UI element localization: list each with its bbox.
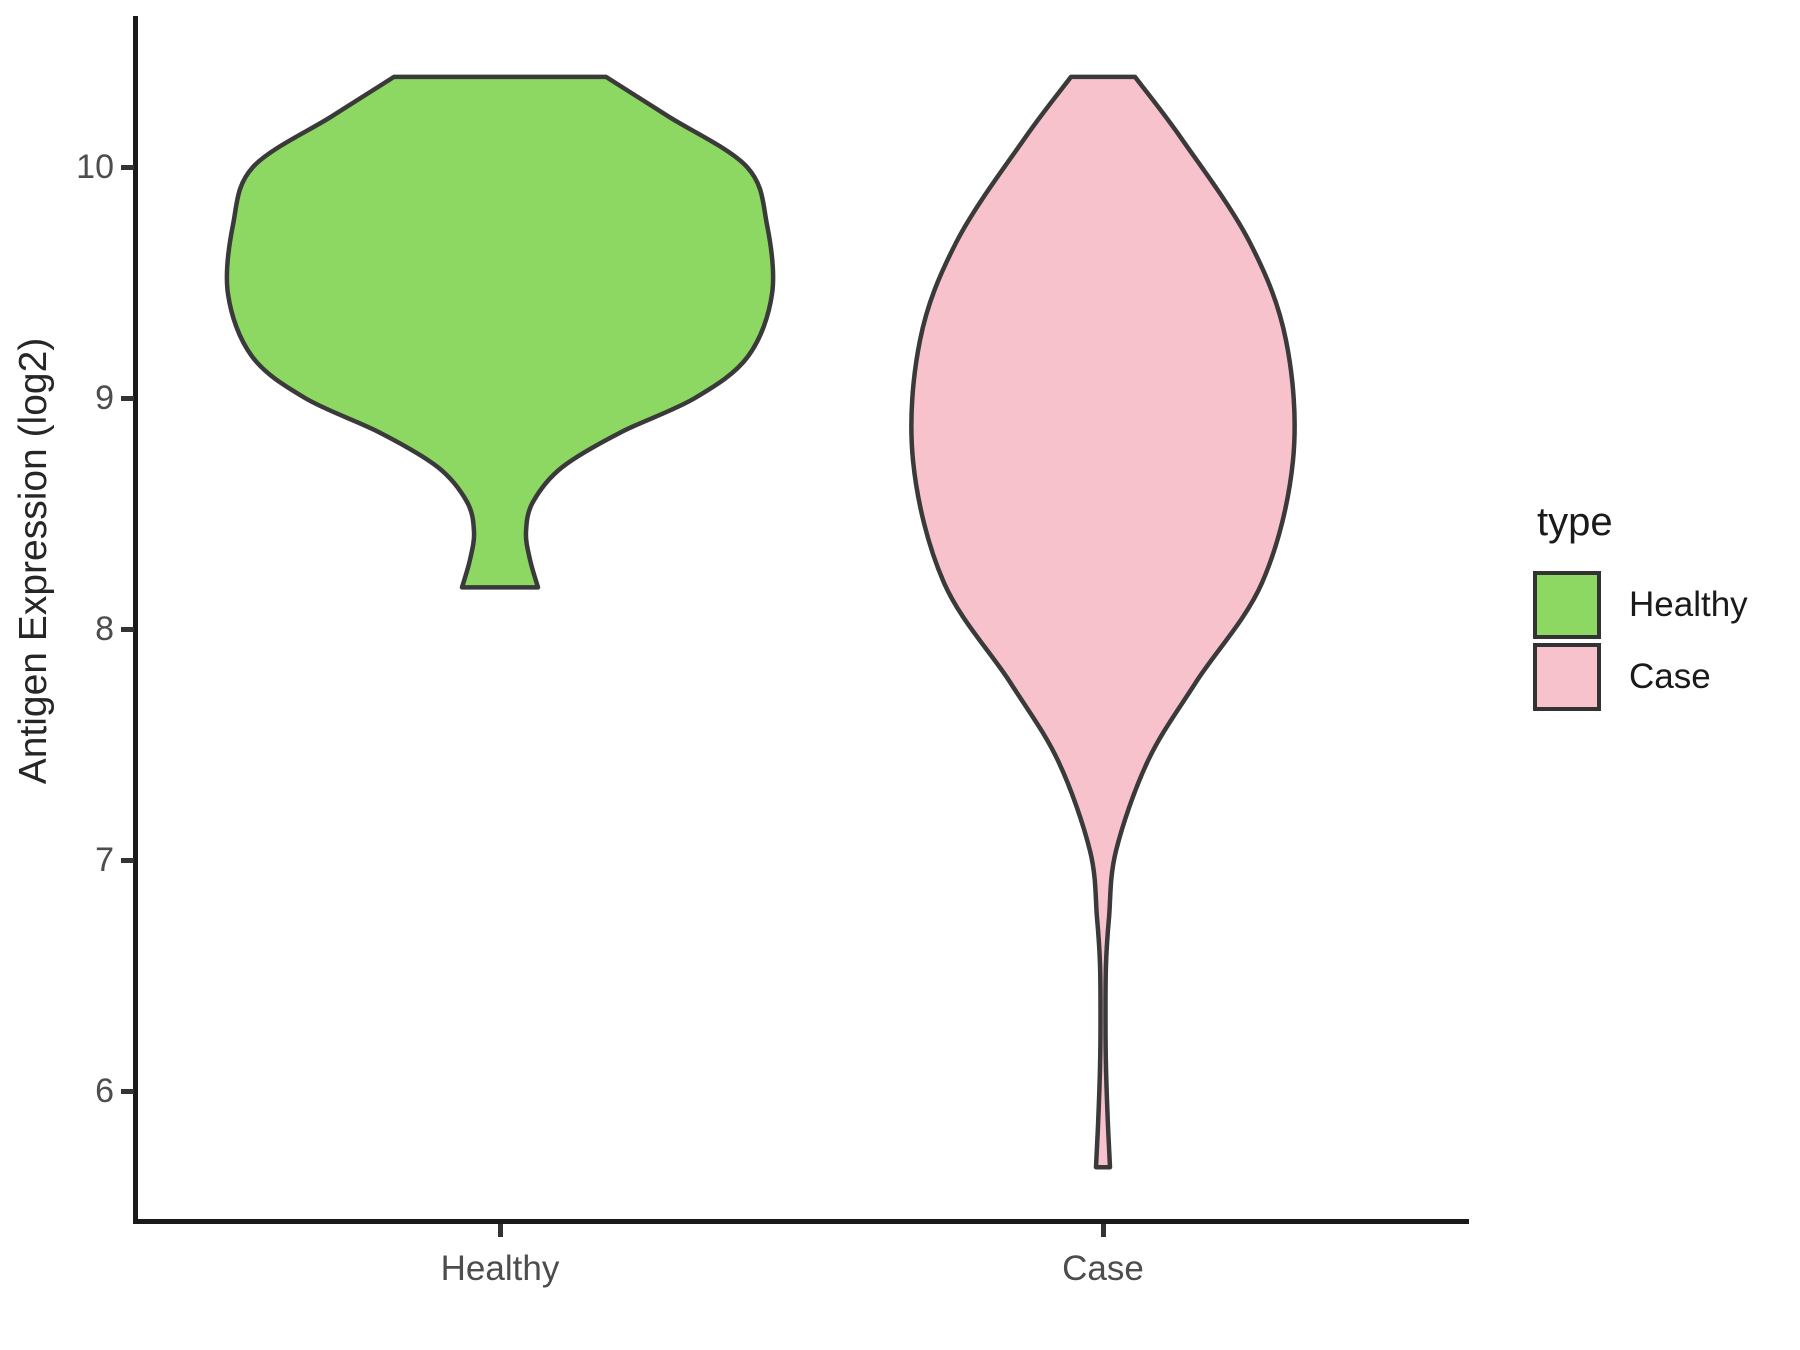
- violin-case: [909, 74, 1297, 1170]
- x-tick-label-case: Case: [1062, 1249, 1144, 1288]
- y-tick-label: 7: [95, 841, 114, 879]
- legend-label-case: Case: [1629, 657, 1711, 696]
- x-tick-mark: [1100, 1224, 1106, 1237]
- y-tick-label: 6: [95, 1072, 114, 1110]
- y-tick-mark: [121, 395, 134, 401]
- legend-entry-healthy: Healthy: [1533, 571, 1748, 639]
- violin-healthy: [224, 74, 776, 590]
- y-axis-line: [133, 16, 138, 1224]
- x-tick-label-healthy: Healthy: [440, 1249, 560, 1288]
- legend-label-healthy: Healthy: [1629, 585, 1748, 624]
- y-tick-mark: [121, 626, 134, 632]
- legend-entry-case: Case: [1533, 643, 1748, 711]
- legend-swatch-case: [1533, 643, 1601, 711]
- y-tick-label: 8: [95, 610, 114, 648]
- legend-swatch-healthy: [1533, 571, 1601, 639]
- y-tick-label: 9: [95, 379, 114, 417]
- y-tick-mark: [121, 857, 134, 863]
- legend: type Healthy Case: [1533, 500, 1748, 715]
- x-tick-mark: [497, 1224, 503, 1237]
- y-tick-label: 10: [76, 148, 114, 186]
- y-tick-mark: [121, 1088, 134, 1094]
- legend-title: type: [1537, 500, 1613, 544]
- x-axis-line: [133, 1219, 1469, 1224]
- legend-entries: Healthy Case: [1533, 571, 1748, 711]
- y-tick-mark: [121, 164, 134, 170]
